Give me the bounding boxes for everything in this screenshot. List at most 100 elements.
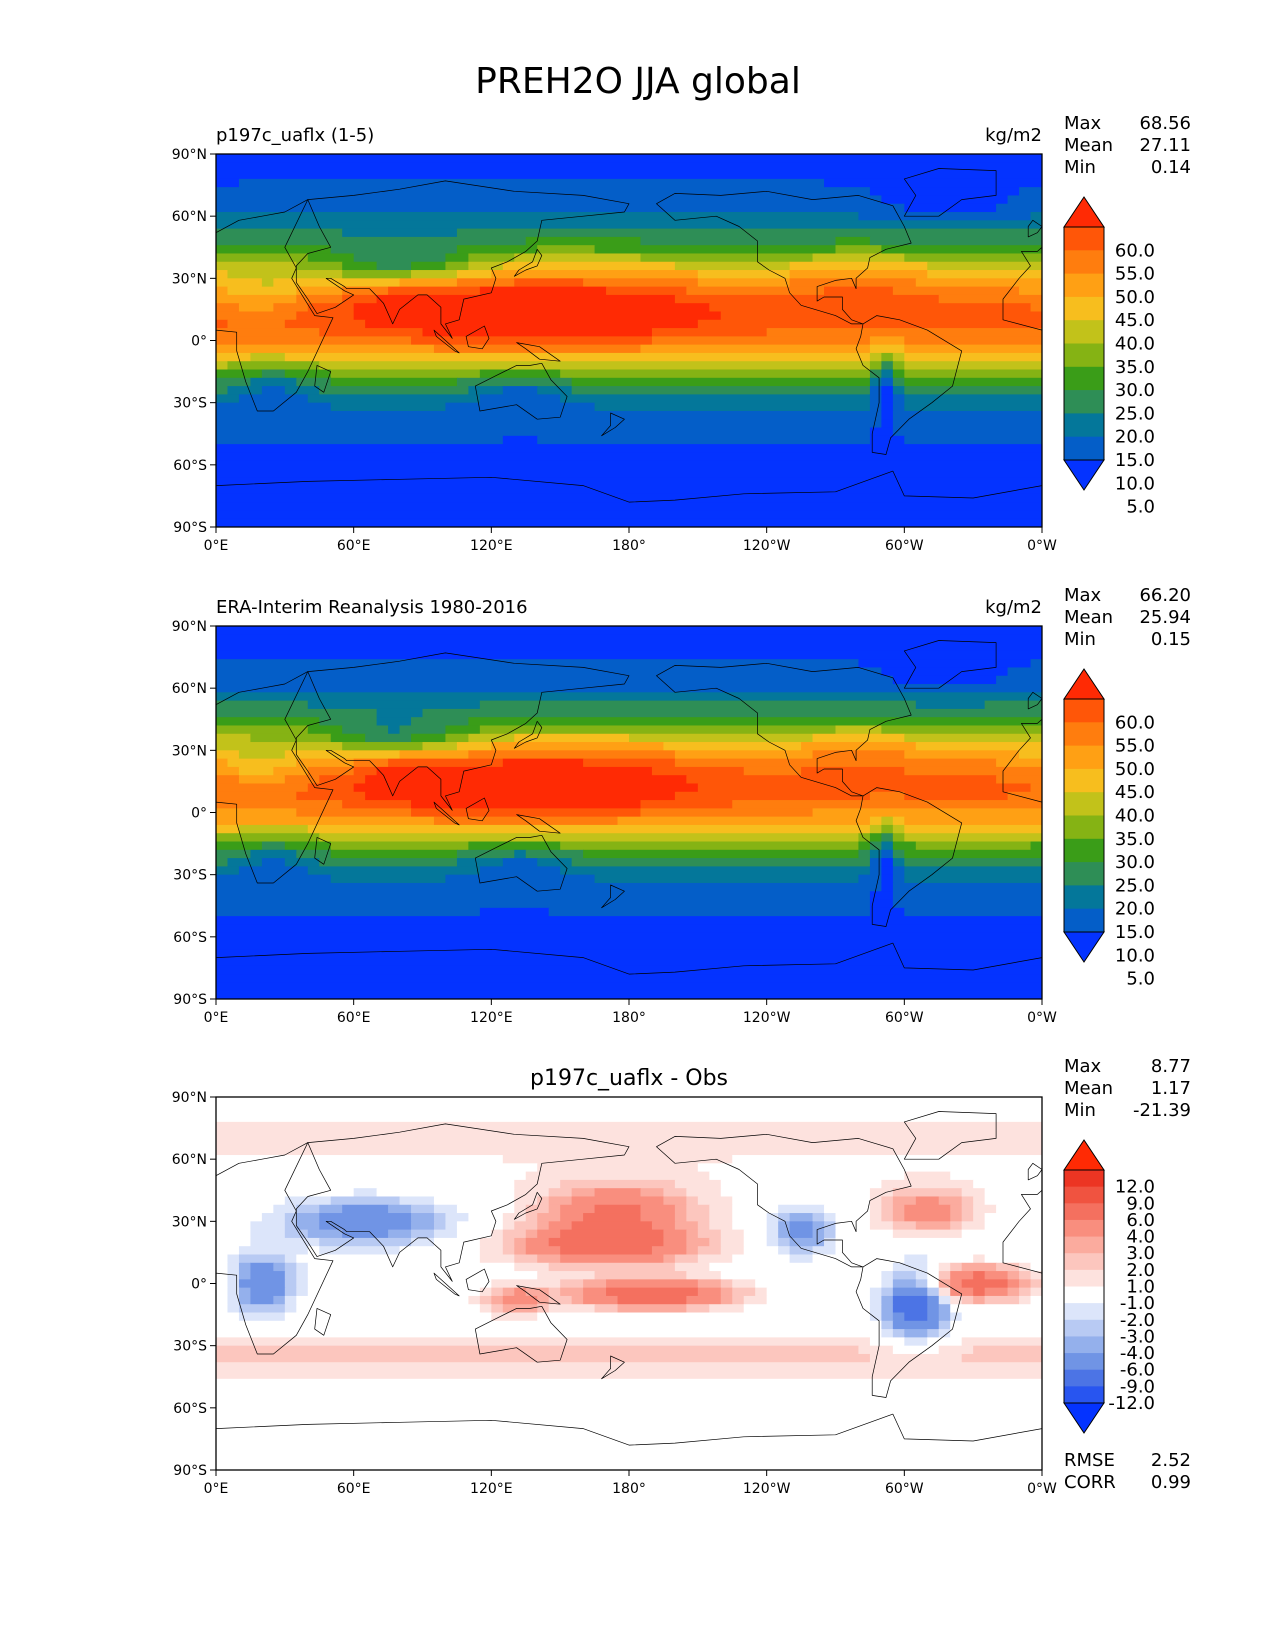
colorbar-tick-label: 25.0: [1115, 875, 1155, 896]
coastline-new-guinea: [516, 342, 561, 362]
colorbar-tick-label: 2.0: [1126, 1260, 1155, 1281]
field-cell: [273, 1262, 286, 1272]
field-cell: [973, 1271, 986, 1280]
field-cell: [961, 1337, 1042, 1347]
field-cell: [216, 791, 297, 801]
field-cell: [778, 1246, 791, 1256]
colorbar-segment: [1064, 366, 1104, 391]
field-cell: [227, 1287, 240, 1297]
field-cell: [869, 344, 905, 354]
precip-water-field: [216, 626, 1042, 999]
colorbar-tick-label: 60.0: [1115, 712, 1155, 733]
colorbar-segment: [1064, 1336, 1104, 1354]
field-cell: [216, 336, 412, 346]
field-cell: [514, 1204, 527, 1214]
field-cell: [881, 874, 894, 884]
field-cell: [307, 783, 355, 793]
field-cell: [216, 1329, 882, 1338]
field-cell: [216, 502, 1042, 512]
field-cell: [227, 1271, 240, 1280]
field-cell: [296, 1279, 309, 1289]
field-cell: [881, 245, 1042, 255]
field-cell: [812, 750, 905, 760]
colorbar: 60.0 55.050.045.0 40.035.030.025.0 20.015.0…: [1063, 668, 1155, 990]
difference-field: [216, 1097, 1042, 1470]
field-cell: [869, 1312, 882, 1322]
field-cell: [502, 1221, 515, 1231]
colorbar-segment: [1064, 862, 1104, 886]
rmse-value: 2.52: [1151, 1450, 1191, 1471]
field-cell: [973, 1204, 997, 1214]
lon-tick-label: 180°: [612, 1481, 646, 1497]
field-cell: [296, 808, 412, 818]
field-cell: [238, 824, 309, 834]
field-cell: [583, 1295, 619, 1305]
colorbar-tick-label: 20.0: [1115, 899, 1155, 920]
field-cell: [273, 766, 309, 776]
coastline-west-africa: [1002, 246, 1042, 331]
field-cell: [250, 377, 297, 387]
field-cell: [216, 220, 1042, 230]
field-cell: [904, 344, 1042, 354]
lat-tick-label: 60°S: [173, 1401, 207, 1417]
coastline-sumatra: [433, 329, 460, 354]
field-cell: [651, 1246, 687, 1256]
field-cell: [915, 742, 1042, 751]
lon-tick-label: 0°W: [1027, 1010, 1057, 1026]
colorbar-tick-label: -4.0: [1120, 1343, 1155, 1364]
field-cell: [778, 1221, 791, 1231]
field-cell: [525, 1246, 561, 1256]
field-cell: [216, 1105, 1042, 1115]
field-cell: [491, 1304, 504, 1314]
field-cell: [904, 733, 1042, 743]
field-cell: [456, 1204, 515, 1214]
field-cell: [388, 1204, 412, 1214]
field-cell: [216, 800, 343, 809]
field-cell: [284, 775, 320, 785]
field-cell: [674, 758, 997, 768]
coastline-antarctica: [216, 1413, 1042, 1470]
field-cell: [996, 203, 1042, 213]
field-cell: [216, 1312, 240, 1322]
field-cell: [273, 278, 401, 288]
field-cell: [502, 386, 538, 395]
coastline-antarctica: [216, 470, 1042, 527]
field-cell: [227, 1254, 240, 1264]
colorbar-segment: [1064, 436, 1104, 461]
field-cell: [904, 1213, 951, 1222]
field-cell: [238, 1262, 252, 1272]
map-area: [216, 626, 1042, 999]
field-cell: [216, 708, 378, 718]
lat-tick-label: 90°N: [172, 147, 207, 163]
colorbar-tick-label: 55.0: [1115, 264, 1155, 285]
field-cell: [238, 775, 286, 785]
field-cell: [548, 1221, 573, 1231]
field-cell: [881, 386, 894, 395]
field-cell: [1007, 1287, 1020, 1297]
field-cell: [216, 170, 1042, 180]
colorbar-segment: [1064, 1253, 1104, 1271]
field-cell: [525, 1204, 550, 1214]
field-cell: [732, 1287, 756, 1297]
coastline-asia: [295, 1123, 630, 1282]
field-cell: [594, 1271, 687, 1280]
field-cell: [869, 849, 882, 859]
field-cell: [927, 1279, 940, 1289]
field-cell: [296, 758, 355, 768]
field-cell: [812, 1246, 837, 1256]
field-cell: [514, 1221, 538, 1231]
field-cell: [686, 1271, 722, 1280]
field-cell: [973, 1196, 986, 1206]
coastline-new-guinea: [516, 814, 561, 834]
lon-tick-label: 180°: [612, 538, 646, 554]
field-cell: [640, 344, 871, 354]
field-cell: [606, 286, 687, 296]
field-cell: [284, 1287, 297, 1297]
field-cell: [950, 1171, 1042, 1181]
field-cell: [869, 1353, 963, 1363]
field-cell: [342, 800, 412, 809]
colorbar-tick-label: 15.0: [1115, 450, 1155, 471]
field-cell: [996, 675, 1042, 685]
field-cell: [674, 294, 940, 304]
colorbar-outline: [1063, 226, 1105, 461]
